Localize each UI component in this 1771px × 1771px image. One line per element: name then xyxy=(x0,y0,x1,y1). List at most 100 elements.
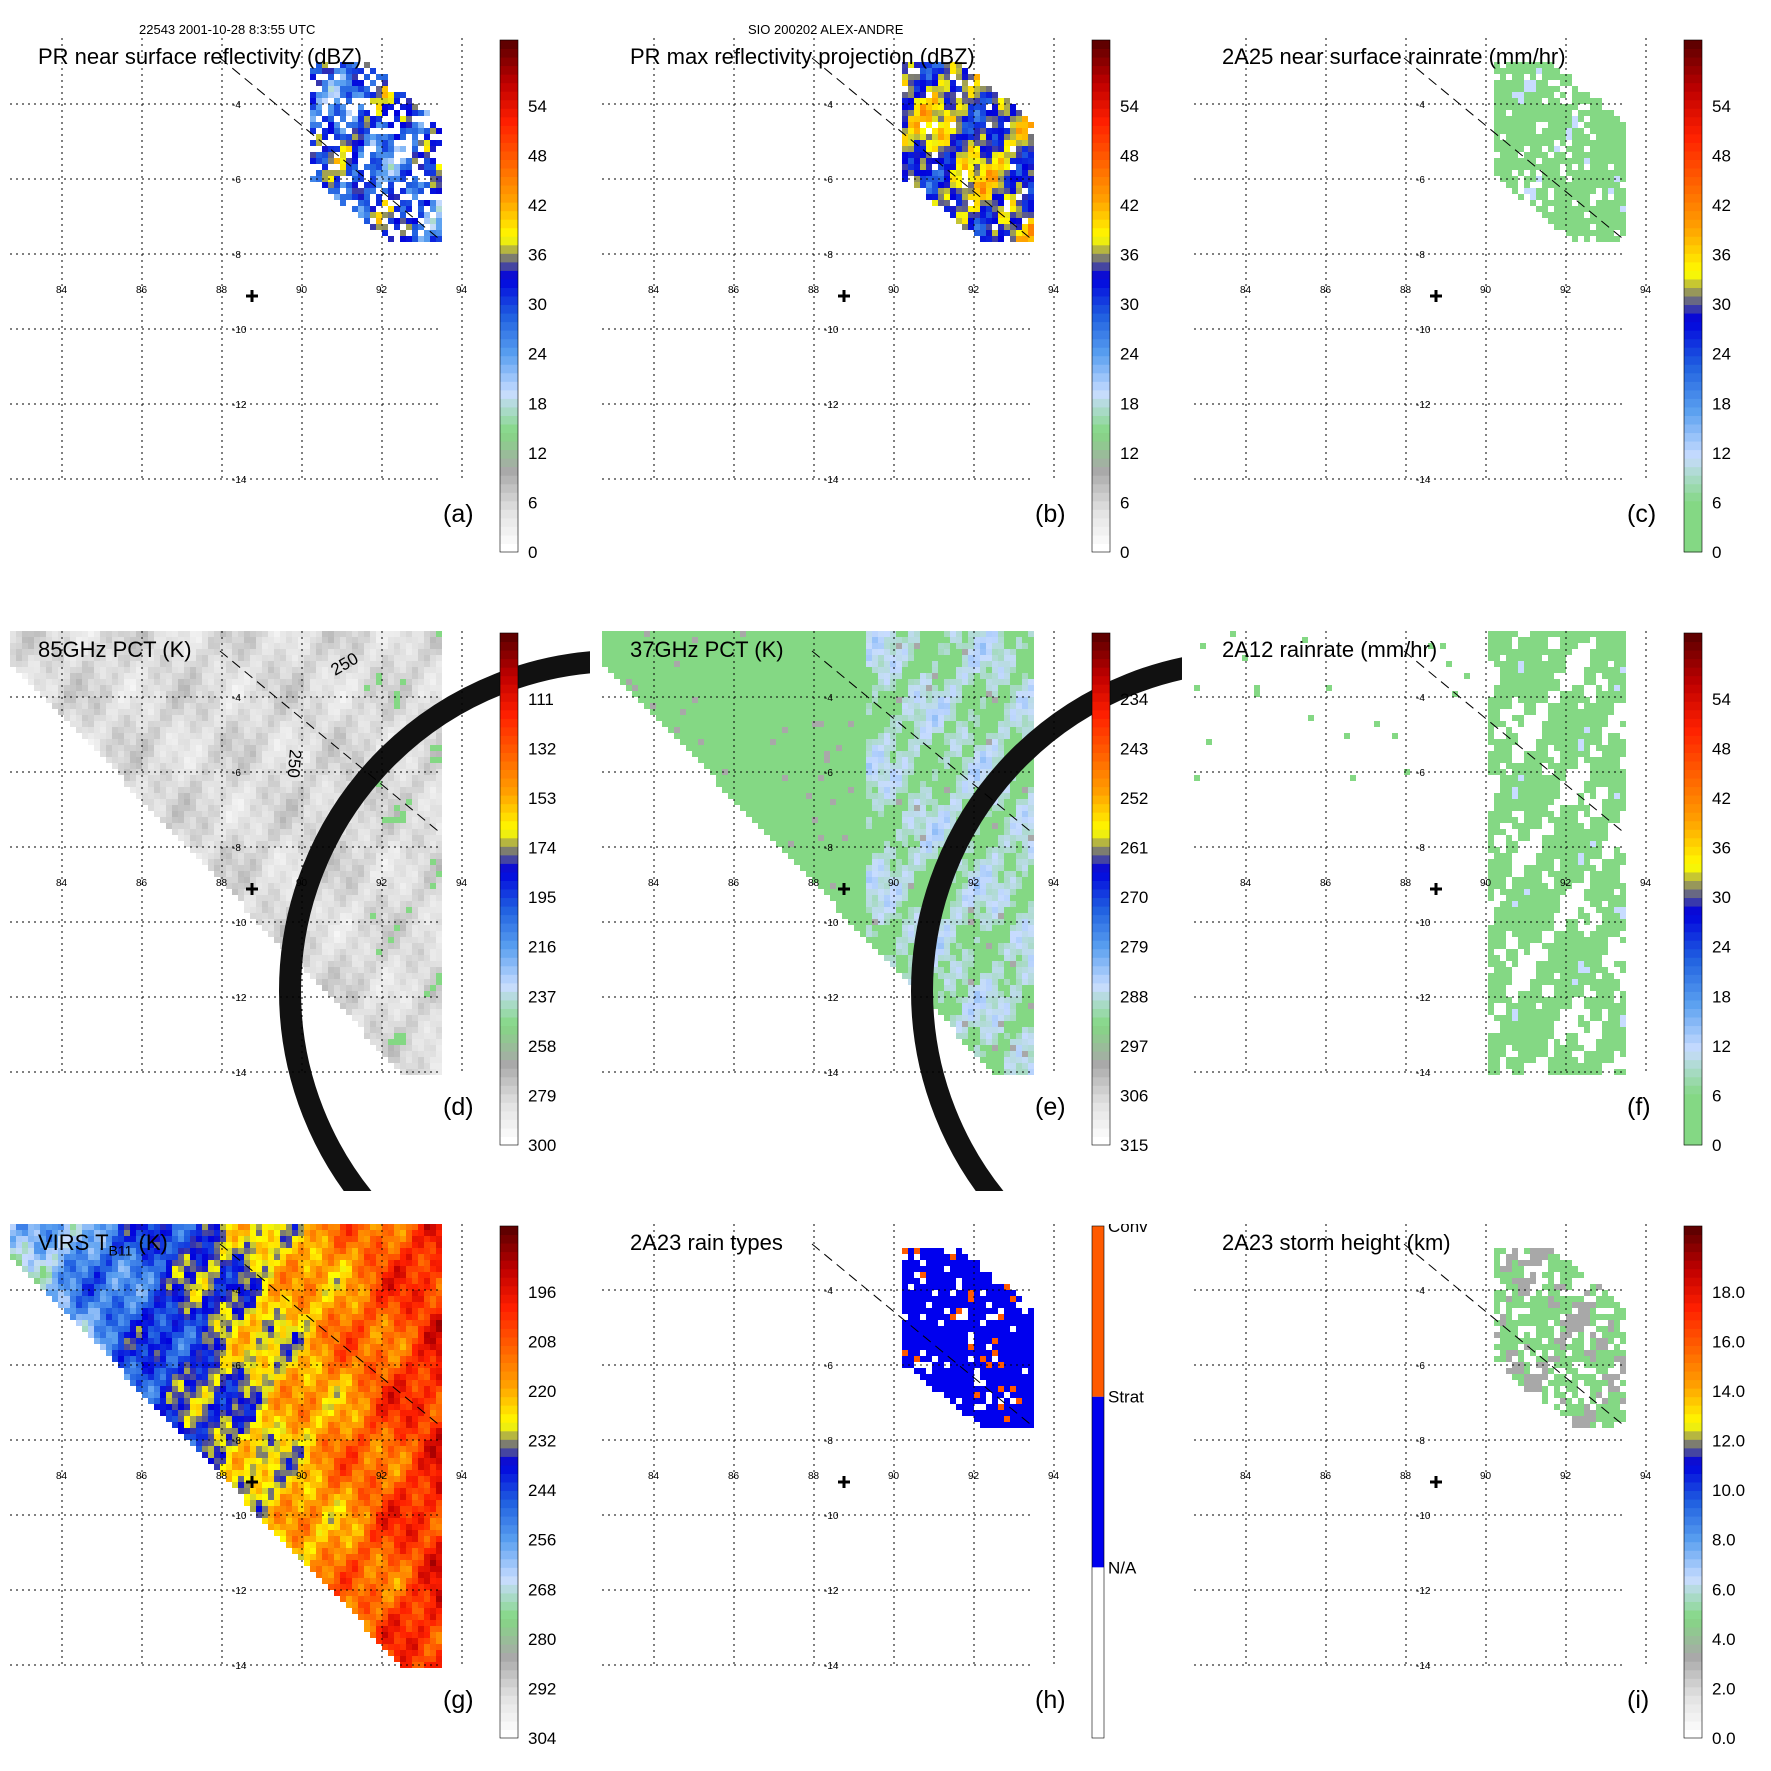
colorbar-segment xyxy=(500,1268,518,1278)
colorbar-segment xyxy=(1092,227,1110,237)
colorbar-tick-label: 42 xyxy=(1712,789,1731,808)
storm-center-marker xyxy=(246,1476,258,1488)
colorbar-segment xyxy=(500,820,518,830)
colorbar-tick-label: 54 xyxy=(1120,97,1139,116)
panel-h: 2A23 rain types -4 -6 -8 -10 -12 -14 84 86 88 90 9… xyxy=(592,1224,1182,1771)
colorbar-segment xyxy=(500,253,518,263)
colorbar-segment xyxy=(500,1119,518,1129)
colorbar-segment xyxy=(1684,897,1702,907)
colorbar-segment xyxy=(1092,347,1110,357)
lon-tick-label: 88 xyxy=(808,285,820,296)
colorbar-segment xyxy=(500,914,518,924)
colorbar-segment xyxy=(1092,991,1110,1001)
colorbar-tick-label: 48 xyxy=(1712,146,1731,165)
lat-tick-label: -10 xyxy=(824,918,839,929)
colorbar-segment xyxy=(1684,1507,1702,1517)
lat-lon-grid xyxy=(1194,1224,1647,1668)
colorbar-segment xyxy=(500,1102,518,1112)
lat-tick-label: -8 xyxy=(824,250,833,261)
colorbar-segment xyxy=(1684,1473,1702,1483)
colorbar-segment xyxy=(500,940,518,950)
lat-tick-label: -4 xyxy=(824,693,833,704)
colorbar-segment xyxy=(1092,1051,1110,1061)
colorbar-segment xyxy=(1684,372,1702,382)
colorbar-segment xyxy=(500,1703,518,1713)
colorbar-segment xyxy=(500,957,518,967)
colorbar-segment xyxy=(1684,1251,1702,1261)
colorbar-segment xyxy=(500,415,518,425)
colorbar-segment xyxy=(1684,982,1702,992)
colorbar-segment xyxy=(1684,650,1702,660)
colorbar-segment xyxy=(1684,991,1702,1001)
colorbar-segment xyxy=(500,948,518,958)
panel-g: VIRS TB11 (K) -4 -6 -8 -10 -12 -14 84 86 88 90 92 9… xyxy=(0,1224,590,1771)
data-field xyxy=(1494,1248,1626,1428)
colorbar-segment xyxy=(1684,1311,1702,1321)
colorbar-segment xyxy=(1684,974,1702,984)
colorbar-tick-label: 36 xyxy=(1712,246,1731,265)
colorbar-segment xyxy=(1092,923,1110,933)
panel-plot: -4 -6 -8 -10 -12 -14 84 86 88 90 92 94 0 6 12 18 24 30 36 4… xyxy=(10,38,547,562)
colorbar-segment xyxy=(500,752,518,762)
colorbar-segment xyxy=(500,726,518,736)
colorbar-tick-label: 6.0 xyxy=(1712,1580,1736,1599)
colorbar-segment xyxy=(500,1008,518,1018)
colorbar-tick-label: 6 xyxy=(1120,493,1129,512)
colorbar-tick-label: 24 xyxy=(1712,938,1731,957)
colorbar-tick-label: 268 xyxy=(528,1580,556,1599)
colorbar-segment xyxy=(1684,1678,1702,1688)
colorbar-segment xyxy=(1684,906,1702,916)
lat-lon-grid xyxy=(602,1224,1055,1668)
lat-tick-label: -10 xyxy=(824,1511,839,1522)
colorbar-frame xyxy=(1091,632,1111,1146)
storm-center-marker xyxy=(1430,883,1442,895)
colorbar-segment xyxy=(500,1584,518,1594)
colorbar-tick-label: 48 xyxy=(1712,739,1731,758)
colorbar-segment xyxy=(500,786,518,796)
lat-tick-label: -6 xyxy=(1416,768,1425,779)
colorbar-segment xyxy=(1684,227,1702,237)
colorbar-segment xyxy=(500,795,518,805)
colorbar-segment xyxy=(500,1712,518,1722)
colorbar-frame xyxy=(1091,1225,1105,1739)
colorbar-tick-label: 54 xyxy=(528,97,547,116)
colorbar-tick-label: 195 xyxy=(528,888,556,907)
lon-tick-label: 84 xyxy=(1240,1471,1252,1482)
colorbar-segment xyxy=(1684,692,1702,702)
colorbar-tick-label: 36 xyxy=(1120,246,1139,265)
colorbar-segment xyxy=(500,483,518,493)
colorbar-segment xyxy=(1684,1034,1702,1044)
colorbar-segment xyxy=(1684,1456,1702,1466)
colorbar-segment xyxy=(500,803,518,813)
lon-tick-label: 90 xyxy=(296,285,308,296)
colorbar-tick-label: 111 xyxy=(528,690,554,709)
colorbar-tick-label: 208 xyxy=(528,1332,556,1351)
colorbar-segment xyxy=(1092,1136,1110,1146)
colorbar-segment xyxy=(500,1336,518,1346)
colorbar-segment xyxy=(500,650,518,660)
scan-edge-ring xyxy=(279,651,590,1191)
colorbar-segment xyxy=(500,889,518,899)
colorbar-segment xyxy=(1684,500,1702,510)
lat-tick-label: -12 xyxy=(1416,993,1431,1004)
colorbar-segment xyxy=(1684,1017,1702,1027)
colorbar-category-label: Conv xyxy=(1108,1224,1148,1236)
colorbar-segment xyxy=(500,534,518,544)
lon-tick-label: 94 xyxy=(1640,878,1652,889)
colorbar-segment xyxy=(1684,641,1702,651)
colorbar-segment xyxy=(500,837,518,847)
colorbar-segment xyxy=(1684,1328,1702,1338)
colorbar-segment xyxy=(1684,244,1702,254)
colorbar-tick-label: 174 xyxy=(528,839,556,858)
colorbar-segment xyxy=(1092,692,1110,702)
colorbar-segment xyxy=(500,1533,518,1543)
colorbar-segment xyxy=(500,492,518,502)
lat-tick-label: -4 xyxy=(824,100,833,111)
colorbar-segment xyxy=(1684,65,1702,75)
colorbar-segment xyxy=(500,761,518,771)
data-field xyxy=(1194,631,1626,1075)
colorbar-segment xyxy=(500,1042,518,1052)
lat-tick-label: -10 xyxy=(232,918,247,929)
colorbar-segment xyxy=(1684,658,1702,668)
lon-tick-label: 84 xyxy=(648,1471,660,1482)
